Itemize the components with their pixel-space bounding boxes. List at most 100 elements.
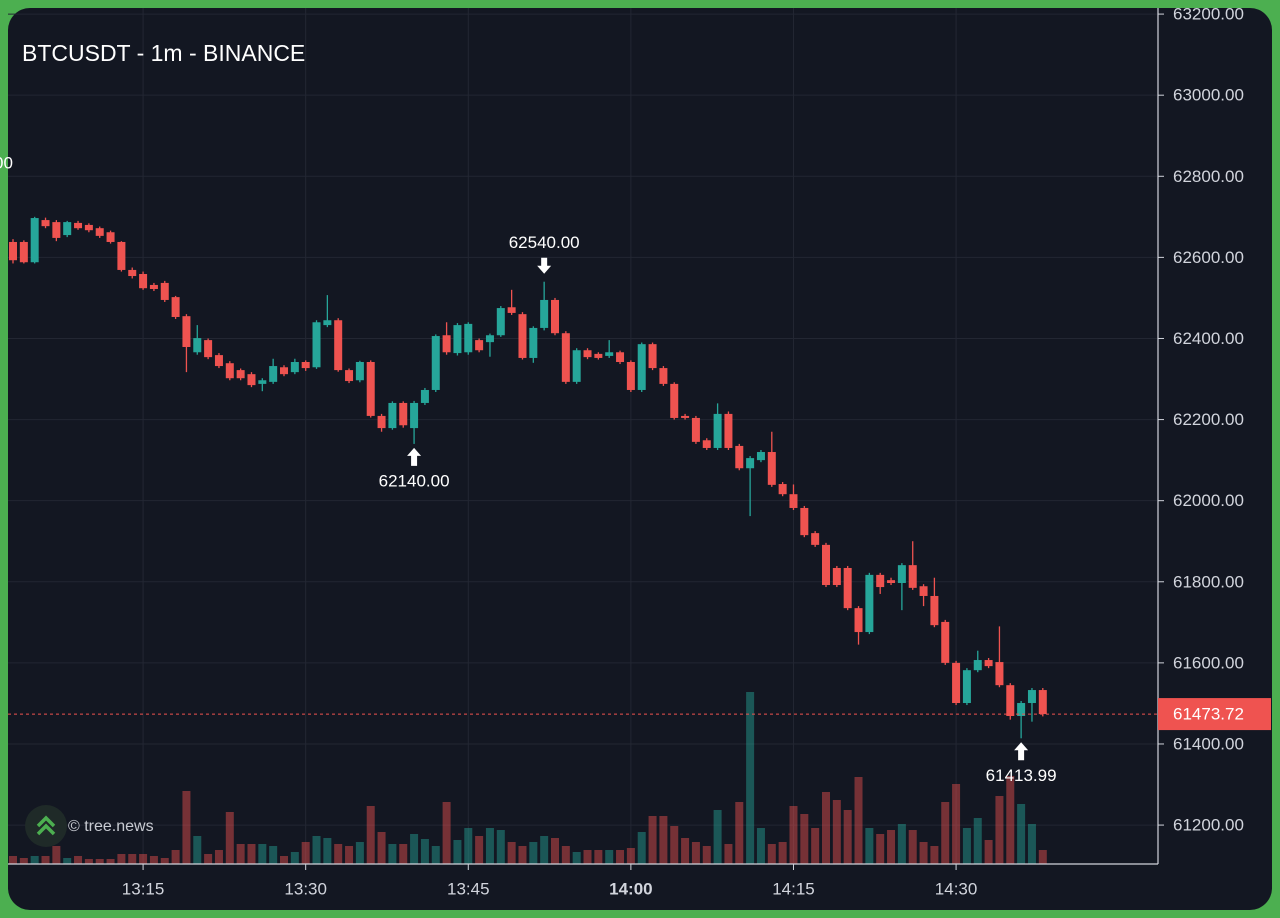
volume-bar: [345, 846, 354, 864]
candle-body: [30, 218, 39, 263]
x-tick-label: 14:00: [609, 879, 652, 898]
candle-body: [941, 621, 950, 663]
volume-layer: [9, 692, 1047, 864]
candle-body: [876, 574, 885, 588]
volume-bar: [106, 859, 115, 864]
candle-body: [518, 314, 527, 358]
candle-body: [529, 327, 538, 358]
watermark-text: © tree.news: [68, 818, 154, 835]
candle-body: [746, 458, 755, 469]
volume-bar: [63, 858, 72, 864]
x-tick-label: 14:30: [935, 879, 978, 898]
volume-bar: [1038, 850, 1047, 864]
candle-body: [561, 333, 570, 382]
candle-body: [388, 402, 397, 429]
chart-title: BTCUSDT - 1m - BINANCE: [22, 40, 305, 66]
x-tick-label: 13:45: [447, 879, 490, 898]
volume-bar: [269, 846, 278, 864]
volume-bar: [865, 828, 874, 864]
y-tick-label: 61600.00: [1173, 653, 1244, 672]
volume-bar: [540, 836, 549, 864]
volume-bar: [420, 839, 429, 864]
candle-body: [540, 299, 549, 328]
candle-body: [778, 484, 787, 495]
volume-bar: [551, 838, 559, 864]
volume-bar: [605, 850, 614, 864]
x-tick-label: 13:15: [122, 879, 165, 898]
candle-body: [919, 586, 928, 596]
candle-body: [41, 220, 50, 227]
candle-body: [225, 363, 234, 379]
volume-bar: [572, 852, 581, 864]
volume-bar: [323, 838, 332, 864]
candle-body: [312, 322, 321, 368]
volume-bar: [453, 840, 462, 864]
candle-body: [290, 361, 299, 373]
volume-bar: [160, 858, 169, 864]
volume-bar: [204, 854, 213, 864]
candle-body: [713, 413, 722, 448]
candle-body: [420, 389, 429, 403]
candle-body: [95, 228, 104, 236]
volume-bar: [280, 856, 288, 864]
candle-body: [366, 361, 375, 416]
candle-body: [507, 307, 516, 313]
candle-body: [811, 533, 820, 545]
candle-body: [670, 383, 679, 418]
volume-bar: [713, 810, 722, 864]
candle-body: [735, 445, 744, 469]
y-tick-label: 62600.00: [1173, 248, 1244, 267]
volume-bar: [475, 836, 484, 864]
volume-bar: [811, 828, 820, 864]
candle-body: [637, 344, 646, 390]
annotation-label: 62540.00: [509, 233, 580, 252]
candle-body: [832, 567, 841, 586]
candle-body: [854, 608, 863, 633]
volume-bar: [529, 842, 538, 864]
candle-body: [106, 232, 115, 242]
candle-body: [496, 308, 505, 336]
candle-body: [691, 417, 700, 442]
volume-bar: [919, 842, 928, 864]
candle-body: [323, 320, 332, 326]
candle-body: [128, 269, 137, 277]
candle-body: [377, 415, 386, 429]
candle-body: [63, 222, 72, 236]
y-tick-label: 62200.00: [1173, 410, 1244, 429]
volume-bar: [659, 816, 668, 864]
volume-bar: [637, 832, 646, 864]
annotation-arrow: [1014, 742, 1029, 761]
volume-bar: [399, 844, 408, 864]
candle-body: [767, 452, 776, 485]
candle-body: [301, 361, 310, 369]
volume-bar: [1006, 776, 1015, 864]
volume-bar: [789, 806, 798, 864]
volume-bar: [626, 848, 635, 864]
candle-body: [1027, 690, 1036, 704]
candle-body: [822, 544, 830, 586]
candle-body: [984, 660, 993, 667]
candle-body: [247, 374, 256, 386]
volume-bar: [95, 859, 104, 864]
volume-bar: [594, 850, 603, 864]
volume-bar: [876, 834, 885, 864]
annotation-label: 61413.99: [986, 766, 1057, 785]
volume-bar: [149, 856, 158, 864]
annotations: 62540.00 62140.00 61413.99: [379, 233, 1057, 785]
volume-bar: [258, 844, 267, 864]
axes: 63200.00 63000.00 62800.00 62600.00 62400.00…: [8, 5, 1271, 898]
candle-body: [800, 507, 809, 536]
candle-body: [1006, 685, 1015, 716]
candle-body: [117, 241, 126, 270]
candle-body: [681, 415, 690, 418]
candle-body: [355, 361, 364, 381]
candle-body: [453, 325, 462, 354]
volume-bar: [464, 828, 473, 864]
y-tick-label: 62000.00: [1173, 491, 1244, 510]
volume-bar: [139, 854, 148, 864]
volume-bar: [442, 802, 451, 864]
candle-body: [865, 574, 874, 633]
volume-bar: [388, 844, 397, 864]
candle-body: [475, 340, 484, 351]
